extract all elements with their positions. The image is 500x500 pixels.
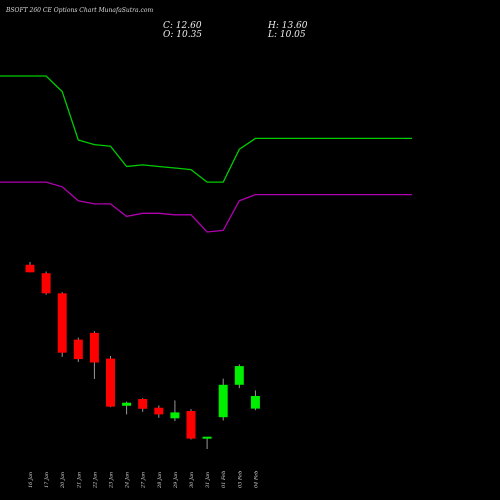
candle-body [138,399,148,409]
x-tick-label: 17 Jan [44,472,50,488]
candle-body [89,332,99,363]
open-label: O: 10.35 [163,30,203,40]
x-tick-label: 27 Jan [141,472,147,489]
candle-body [202,436,212,439]
candle-body [57,293,67,353]
candle-body [170,412,180,419]
x-tick-label: 28 Jan [157,472,163,489]
chart-title: BSOFT 260 CE Options Chart MunafaSutra.c… [6,7,154,14]
x-tick-label: 16 Jan [28,472,34,488]
candle-body [250,396,260,409]
candle-body [154,407,164,415]
candle-body [122,402,132,406]
x-tick-label: 21 Jan [76,472,82,489]
candle-body [234,366,244,385]
candle-body [186,411,196,439]
x-tick-label: 20 Jan [60,472,66,489]
x-tick-label: 22 Jan [92,472,98,489]
x-tick-label: 31 Jan [205,472,211,488]
x-tick-label: 29 Jan [173,472,179,489]
low-label: L: 10.05 [268,30,306,40]
high-label: H: 13.60 [268,21,308,31]
x-tick-label: 30 Jan [189,472,195,488]
close-label: C: 12.60 [163,21,202,31]
overlay-line-1 [0,75,412,183]
x-tick-label: 04 Feb [253,471,259,488]
x-tick-label: 24 Jan [125,472,131,489]
candle-body [106,358,115,407]
x-tick-label: 03 Feb [237,471,243,488]
candle-body [41,273,51,294]
candle-body [218,384,228,418]
x-tick-label: 23 Jan [109,472,115,489]
candle-body [25,264,35,273]
candle-body [73,339,83,360]
overlay-line-2 [0,181,412,233]
x-tick-label: 01 Feb [221,471,227,488]
